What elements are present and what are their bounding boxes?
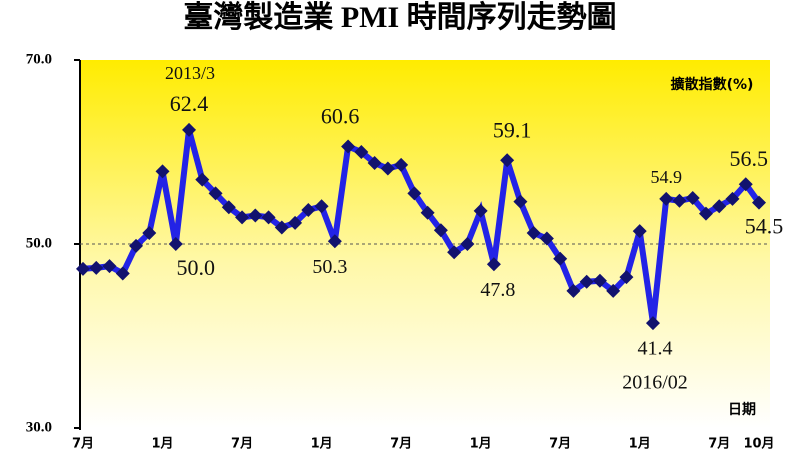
annotation: 2016/02 <box>622 372 688 394</box>
marker <box>553 251 568 266</box>
marker <box>301 202 316 217</box>
x-tick-label: 1月 <box>152 437 174 450</box>
x-tick-label: 1月 <box>629 437 651 450</box>
marker <box>752 195 766 210</box>
y-tick-label: 70.0 <box>26 51 52 67</box>
marker <box>698 206 713 221</box>
marker <box>155 164 170 179</box>
marker <box>659 191 674 206</box>
marker <box>115 266 130 281</box>
marker <box>592 273 607 288</box>
marker <box>632 224 647 239</box>
data-label: 50.3 <box>312 256 347 278</box>
marker <box>526 225 541 240</box>
annotation: 2013/3 <box>165 63 215 83</box>
marker <box>420 205 435 220</box>
data-label: 47.8 <box>480 279 515 301</box>
marker <box>738 177 753 192</box>
marker <box>341 139 356 154</box>
data-label: 54.5 <box>745 214 784 239</box>
data-label: 50.0 <box>177 255 216 280</box>
marker <box>168 237 183 251</box>
marker <box>433 223 448 238</box>
marker <box>672 193 687 208</box>
marker <box>725 191 740 206</box>
marker <box>619 270 634 285</box>
marker <box>195 172 210 187</box>
x-tick-label: 7月 <box>549 437 571 450</box>
marker <box>208 186 223 201</box>
marker <box>460 237 475 251</box>
marker <box>327 234 342 249</box>
marker <box>288 215 303 230</box>
y-tick-label: 50.0 <box>26 235 52 251</box>
marker <box>380 161 395 176</box>
marker <box>539 231 554 246</box>
chart-title: 臺灣製造業 PMI 時間序列走勢圖 <box>183 0 616 34</box>
marker <box>76 261 90 276</box>
marker <box>274 220 289 235</box>
x-tick-label: 7月 <box>708 437 730 450</box>
x-tick-label: 1月 <box>311 437 333 450</box>
marker <box>129 238 144 253</box>
data-label: 54.9 <box>650 167 682 187</box>
marker <box>712 199 727 214</box>
data-label: 41.4 <box>637 338 672 360</box>
x-tick-label: 10月 <box>743 437 774 450</box>
marker <box>354 145 369 159</box>
marker <box>685 191 700 205</box>
data-label: 56.5 <box>729 146 768 171</box>
marker <box>513 194 528 209</box>
y-tick-label: 30.0 <box>26 419 52 435</box>
marker <box>314 199 329 214</box>
x-tick-label: 7月 <box>390 437 412 450</box>
marker <box>645 316 660 331</box>
marker <box>579 274 594 289</box>
data-label: 59.1 <box>493 117 532 142</box>
marker <box>102 259 117 274</box>
data-line <box>82 129 762 324</box>
marker <box>235 210 250 225</box>
marker <box>447 245 462 260</box>
marker <box>500 153 515 168</box>
y-axis-label: 擴散指數(%) <box>671 76 754 93</box>
marker <box>142 225 157 240</box>
marker <box>221 200 236 215</box>
x-axis-label: 日期 <box>728 402 756 418</box>
marker <box>89 260 104 275</box>
x-tick-label: 1月 <box>470 437 492 450</box>
x-tick-label: 7月 <box>231 437 253 450</box>
marker <box>182 122 197 137</box>
x-tick-label: 7月 <box>72 437 94 450</box>
marker <box>394 157 409 172</box>
marker <box>473 203 488 218</box>
marker <box>486 257 501 272</box>
marker <box>261 210 276 225</box>
marker <box>407 186 422 201</box>
marker <box>248 208 263 223</box>
data-label: 62.4 <box>170 91 209 116</box>
data-label: 60.6 <box>321 104 360 129</box>
marker <box>606 283 621 298</box>
marker <box>566 283 581 298</box>
marker <box>367 156 382 171</box>
